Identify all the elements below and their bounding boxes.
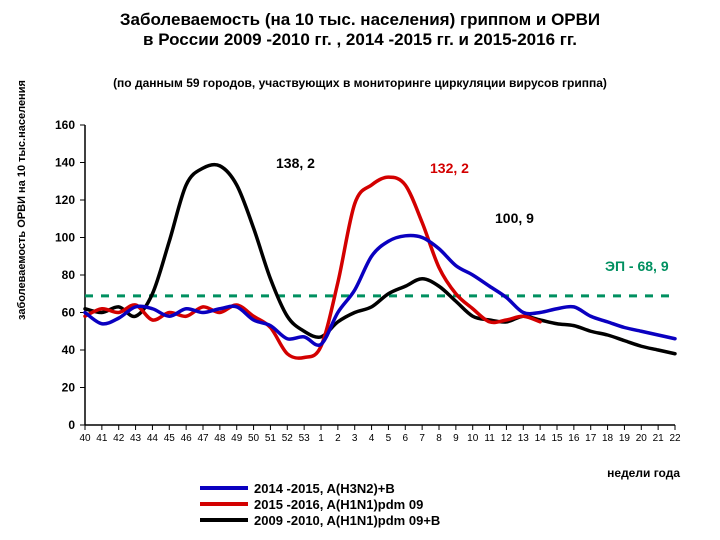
x-axis-label: недели года: [607, 466, 680, 480]
svg-text:11: 11: [484, 433, 495, 444]
svg-text:120: 120: [55, 193, 75, 207]
svg-text:4: 4: [369, 433, 375, 444]
svg-text:19: 19: [619, 433, 631, 444]
ep-threshold-label: ЭП - 68, 9: [605, 258, 669, 274]
svg-text:9: 9: [453, 433, 459, 444]
svg-text:10: 10: [467, 433, 479, 444]
svg-text:3: 3: [352, 433, 358, 444]
annotation-peak-blue: 100, 9: [495, 210, 534, 226]
annotation-peak-black: 138, 2: [276, 155, 315, 171]
svg-text:49: 49: [231, 433, 243, 444]
svg-text:50: 50: [248, 433, 260, 444]
svg-text:2: 2: [335, 433, 341, 444]
annotation-peak-red: 132, 2: [430, 160, 469, 176]
svg-text:40: 40: [79, 433, 91, 444]
svg-text:41: 41: [96, 433, 108, 444]
svg-text:0: 0: [68, 418, 75, 432]
svg-text:53: 53: [299, 433, 311, 444]
legend-swatch: [200, 486, 248, 490]
svg-text:20: 20: [62, 381, 76, 395]
svg-text:12: 12: [501, 433, 513, 444]
svg-text:7: 7: [419, 433, 425, 444]
legend-label: 2009 -2010, A(H1N1)pdm 09+B: [254, 513, 440, 528]
legend-swatch: [200, 518, 248, 522]
chart-root: Заболеваемость (на 10 тыс. населения) гр…: [0, 0, 720, 540]
svg-text:5: 5: [386, 433, 392, 444]
svg-text:16: 16: [568, 433, 580, 444]
svg-text:13: 13: [518, 433, 530, 444]
svg-text:14: 14: [535, 433, 547, 444]
svg-text:45: 45: [164, 433, 176, 444]
svg-text:52: 52: [282, 433, 294, 444]
svg-text:15: 15: [551, 433, 563, 444]
svg-text:60: 60: [62, 306, 76, 320]
svg-text:21: 21: [653, 433, 665, 444]
svg-text:100: 100: [55, 231, 75, 245]
svg-text:140: 140: [55, 156, 75, 170]
legend-label: 2014 -2015, A(H3N2)+B: [254, 481, 395, 496]
svg-text:42: 42: [113, 433, 125, 444]
svg-text:1: 1: [318, 433, 324, 444]
legend-item: 2015 -2016, A(H1N1)pdm 09: [200, 496, 440, 512]
svg-text:44: 44: [147, 433, 159, 444]
svg-text:22: 22: [669, 433, 681, 444]
legend-label: 2015 -2016, A(H1N1)pdm 09: [254, 497, 423, 512]
svg-text:47: 47: [197, 433, 209, 444]
svg-text:48: 48: [214, 433, 226, 444]
svg-text:160: 160: [55, 118, 75, 132]
svg-text:20: 20: [636, 433, 648, 444]
legend-item: 2009 -2010, A(H1N1)pdm 09+B: [200, 512, 440, 528]
svg-text:80: 80: [62, 268, 76, 282]
svg-text:51: 51: [265, 433, 277, 444]
svg-text:46: 46: [181, 433, 193, 444]
svg-text:43: 43: [130, 433, 142, 444]
legend: 2014 -2015, A(H3N2)+B 2015 -2016, A(H1N1…: [200, 480, 440, 528]
svg-text:8: 8: [436, 433, 442, 444]
legend-swatch: [200, 502, 248, 506]
svg-text:6: 6: [403, 433, 409, 444]
svg-text:17: 17: [585, 433, 597, 444]
legend-item: 2014 -2015, A(H3N2)+B: [200, 480, 440, 496]
svg-text:40: 40: [62, 343, 76, 357]
svg-text:18: 18: [602, 433, 614, 444]
